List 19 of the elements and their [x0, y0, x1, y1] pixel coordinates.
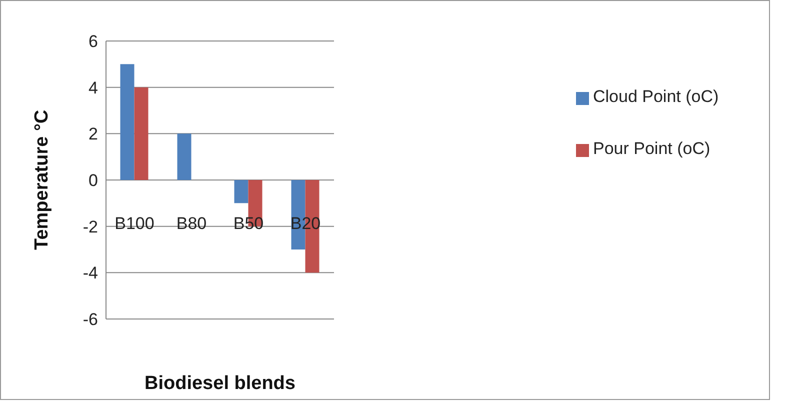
x-tick-label: B20 [290, 214, 321, 233]
bar [134, 87, 148, 180]
y-tick-label: -2 [82, 217, 98, 236]
y-tick-label: 2 [88, 124, 98, 144]
y-tick-label: 4 [88, 78, 98, 98]
x-tick-label: B50 [233, 214, 264, 233]
legend-label: Cloud Point (oC) [593, 87, 719, 106]
y-tick-label: 0 [88, 171, 98, 190]
bar [234, 180, 248, 204]
legend-label: Pour Point (oC) [593, 139, 710, 158]
x-tick-label: B80 [176, 214, 207, 233]
y-axis-title: Temperature °C [32, 109, 53, 250]
bar [120, 64, 134, 180]
x-tick-label: B100 [114, 214, 154, 233]
x-axis-title: Biodiesel blends [144, 373, 296, 394]
y-tick-label: -4 [82, 264, 98, 283]
y-tick-label: -6 [82, 310, 98, 330]
bar [177, 134, 192, 180]
y-tick-label: 6 [88, 32, 98, 52]
